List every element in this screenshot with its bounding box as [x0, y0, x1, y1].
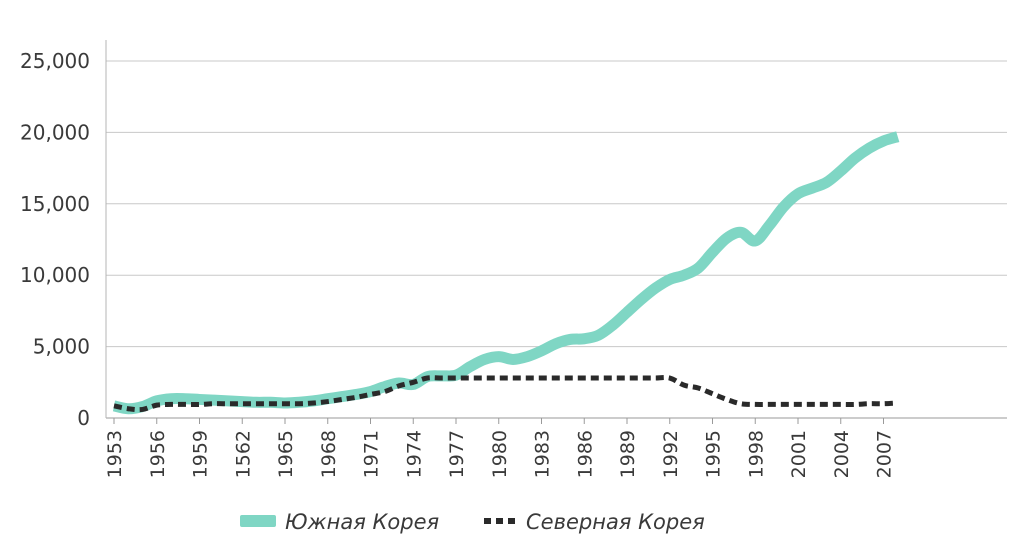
y-axis-ticks: 0 5,000 10,000 15,000 20,000 25,000	[20, 49, 90, 430]
x-tick-label: 1968	[318, 430, 340, 478]
x-tick-label: 1980	[489, 430, 511, 478]
y-tick-label: 0	[77, 406, 90, 430]
x-tick-label: 1562	[232, 430, 254, 478]
x-tick-label: 1983	[532, 430, 554, 478]
x-tick-label: 2007	[874, 430, 896, 478]
legend: Южная Корея Северная Корея	[240, 510, 705, 534]
x-tick-label: 1974	[403, 430, 425, 478]
x-tick-label: 1995	[703, 430, 725, 478]
x-tick-label: 1956	[147, 430, 169, 478]
y-tick-label: 25,000	[20, 49, 90, 73]
y-tick-label: 10,000	[20, 263, 90, 287]
x-tick-label: 2004	[831, 430, 853, 478]
y-tick-label: 5,000	[33, 335, 90, 359]
x-tick-label: 1989	[617, 430, 639, 478]
x-tick-label: 1977	[446, 430, 468, 478]
x-tick-label: 1971	[361, 430, 383, 478]
x-axis-ticks: 1953 1956 1959 1562 1965 1968 1971 1974 1977 1980…	[104, 418, 896, 478]
legend-swatch-south-korea	[240, 515, 276, 527]
gridlines	[106, 60, 1007, 419]
y-tick-label: 15,000	[20, 192, 90, 216]
x-tick-label: 1998	[745, 430, 767, 478]
x-tick-label: 1959	[190, 430, 212, 478]
x-tick-label: 2001	[788, 430, 810, 478]
x-tick-label: 1992	[660, 430, 682, 478]
legend-label-south-korea: Южная Корея	[285, 510, 439, 534]
x-tick-label: 1965	[275, 430, 297, 478]
series-line-south-korea	[112, 131, 900, 415]
legend-label-north-korea: Северная Корея	[526, 510, 705, 534]
series-line-north-korea	[113, 374, 898, 413]
x-tick-label: 1953	[104, 430, 126, 478]
x-tick-label: 1986	[574, 430, 596, 478]
series-lines	[112, 131, 900, 415]
y-tick-label: 20,000	[20, 120, 90, 144]
